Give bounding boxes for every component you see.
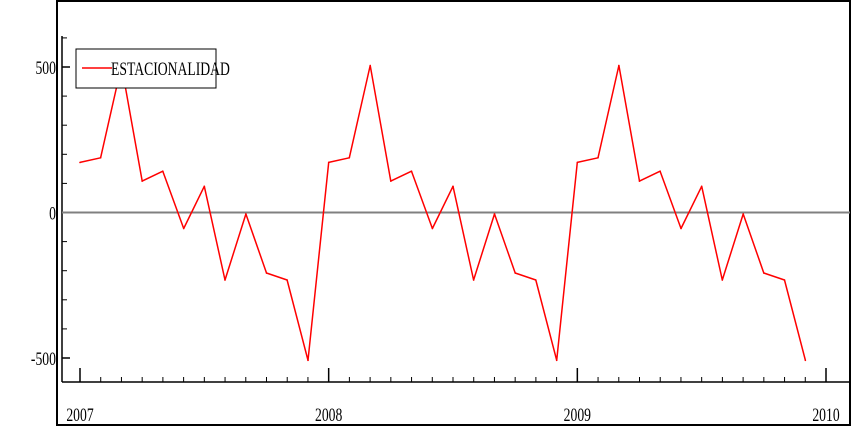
y-axis-ticks: -500 0 500 [31, 57, 70, 370]
y-minor-ticks [62, 37, 67, 330]
data-point [742, 213, 744, 215]
data-point [182, 227, 185, 230]
x-axis-ticks: 2007 2008 2009 2010 [66, 368, 840, 426]
data-point [369, 64, 371, 67]
data-point [203, 185, 206, 188]
data-point [410, 170, 413, 172]
data-point [514, 272, 516, 274]
data-point [472, 279, 475, 281]
series-layer [79, 64, 807, 362]
data-point [659, 170, 661, 172]
data-point [783, 279, 786, 281]
data-point [763, 272, 765, 274]
data-point [99, 156, 102, 159]
data-point [638, 180, 641, 182]
series-line [79, 64, 807, 362]
x-tick-label: 2008 [315, 404, 342, 426]
y-tick-label: -500 [31, 348, 56, 370]
data-point [680, 227, 682, 230]
data-point [576, 161, 579, 164]
data-point [390, 180, 392, 182]
x-tick-label: 2007 [66, 404, 93, 426]
data-point [265, 272, 268, 274]
legend: ESTACIONALIDAD [75, 48, 230, 89]
data-point [224, 279, 226, 281]
data-point [493, 213, 496, 215]
data-point [327, 161, 330, 164]
x-tick-label: 2009 [564, 404, 591, 426]
data-point [700, 185, 703, 188]
data-point [286, 279, 288, 281]
data-point [535, 279, 537, 281]
y-tick-label: 500 [35, 57, 56, 79]
x-minor-ticks [100, 377, 806, 382]
data-point [431, 227, 434, 230]
data-point [597, 156, 599, 159]
data-point [618, 64, 620, 67]
data-point [555, 359, 558, 362]
data-point [245, 213, 247, 215]
data-point [452, 185, 454, 188]
legend-label: ESTACIONALIDAD [111, 58, 230, 80]
data-point [162, 170, 164, 172]
y-tick-label: 0 [49, 202, 56, 224]
data-point [307, 359, 309, 362]
data-point [348, 156, 351, 159]
data-point [141, 180, 143, 182]
data-point [79, 161, 81, 164]
x-tick-label: 2010 [812, 404, 839, 426]
data-point [721, 279, 724, 281]
data-point [804, 359, 807, 362]
